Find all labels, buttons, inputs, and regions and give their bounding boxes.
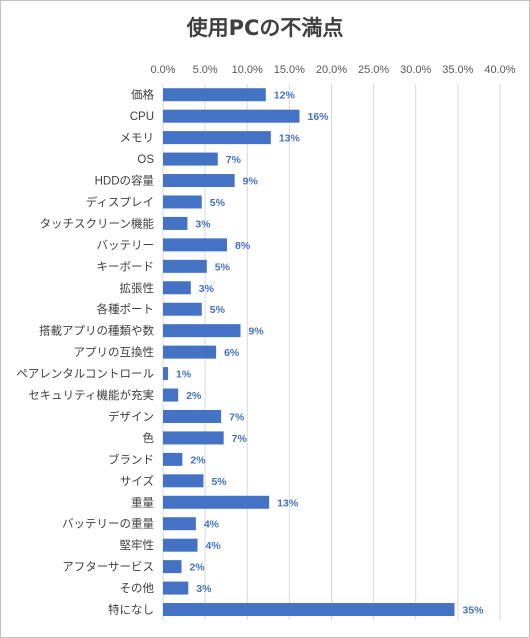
data-label: 3% bbox=[195, 218, 211, 230]
x-tick-label: 0.0% bbox=[150, 64, 175, 76]
category-label: 特になし bbox=[108, 603, 154, 617]
category-label: OS bbox=[137, 154, 154, 166]
bar bbox=[163, 302, 202, 316]
category-label: セキュリティ機能が充実 bbox=[28, 388, 154, 402]
data-label: 7% bbox=[226, 154, 242, 166]
bar bbox=[163, 109, 300, 123]
bar bbox=[163, 195, 202, 209]
data-label: 4% bbox=[204, 519, 220, 531]
bar bbox=[163, 238, 228, 252]
x-tick-label: 40.0% bbox=[484, 64, 515, 76]
x-tick-label: 10.0% bbox=[232, 64, 263, 76]
bar bbox=[163, 474, 204, 488]
bar bbox=[163, 174, 235, 188]
data-label: 5% bbox=[210, 304, 226, 316]
data-label: 2% bbox=[190, 562, 206, 574]
data-label: 35% bbox=[463, 605, 485, 617]
category-label: HDDの容量 bbox=[95, 174, 154, 188]
data-label: 6% bbox=[224, 347, 240, 359]
data-label: 8% bbox=[235, 240, 251, 252]
category-label: アプリの互換性 bbox=[74, 345, 155, 359]
bar bbox=[163, 538, 198, 552]
bar bbox=[163, 367, 169, 381]
bar bbox=[163, 281, 191, 295]
category-label: 重量 bbox=[131, 495, 154, 509]
category-label: ディスプレイ bbox=[86, 195, 154, 209]
data-label: 2% bbox=[190, 454, 206, 466]
data-label: 4% bbox=[206, 540, 222, 552]
bar bbox=[163, 495, 270, 509]
category-label: ブランド bbox=[108, 452, 154, 466]
data-label: 3% bbox=[199, 283, 215, 295]
category-label: 拡張性 bbox=[120, 281, 155, 295]
data-label: 9% bbox=[249, 326, 265, 338]
data-label: 12% bbox=[274, 90, 296, 102]
bar bbox=[163, 324, 241, 338]
bar bbox=[163, 131, 271, 145]
data-label: 7% bbox=[232, 433, 248, 445]
category-label: サイズ bbox=[120, 474, 154, 488]
category-label: 各種ポート bbox=[97, 302, 155, 316]
x-tick-label: 35.0% bbox=[442, 64, 473, 76]
bar bbox=[163, 88, 266, 102]
category-label: 搭載アプリの種類や数 bbox=[39, 324, 154, 338]
bar bbox=[163, 345, 217, 359]
bar bbox=[163, 603, 455, 617]
category-label: バッテリーの重量 bbox=[62, 517, 154, 531]
bar bbox=[163, 452, 183, 466]
category-label: CPU bbox=[130, 111, 154, 123]
category-label: 堅牢性 bbox=[120, 538, 155, 552]
category-label: タッチスクリーン機能 bbox=[40, 216, 155, 230]
bar bbox=[163, 581, 189, 595]
data-label: 7% bbox=[229, 411, 245, 423]
data-label: 5% bbox=[210, 197, 226, 209]
bar bbox=[163, 409, 222, 423]
data-label: 16% bbox=[307, 111, 329, 123]
category-label: アフターサービス bbox=[62, 561, 154, 574]
data-label: 2% bbox=[186, 390, 202, 402]
x-tick-label: 5.0% bbox=[193, 64, 218, 76]
category-label: 価格 bbox=[131, 88, 154, 102]
x-tick-label: 15.0% bbox=[274, 64, 305, 76]
x-tick-label: 30.0% bbox=[400, 64, 431, 76]
data-label: 9% bbox=[243, 176, 259, 188]
category-label: その他 bbox=[120, 582, 155, 595]
data-label: 5% bbox=[211, 476, 227, 488]
category-label: メモリ bbox=[120, 133, 155, 145]
category-label: ペアレンタルコントロール bbox=[16, 368, 154, 381]
bar bbox=[163, 517, 196, 531]
data-label: 5% bbox=[215, 261, 231, 273]
category-label: 色 bbox=[143, 431, 155, 445]
bar bbox=[163, 388, 179, 402]
category-label: デザイン bbox=[108, 409, 154, 423]
bar bbox=[163, 431, 224, 445]
category-label: キーボード bbox=[97, 260, 155, 273]
x-tick-label: 25.0% bbox=[358, 64, 389, 76]
category-label: バッテリー bbox=[97, 239, 155, 252]
bar bbox=[163, 560, 182, 574]
bar bbox=[163, 216, 188, 230]
data-label: 1% bbox=[176, 369, 192, 381]
data-label: 3% bbox=[196, 583, 212, 595]
data-label: 13% bbox=[277, 497, 299, 509]
chart-title: 使用PCの不満点 bbox=[186, 16, 344, 40]
x-tick-label: 20.0% bbox=[316, 64, 347, 76]
bar bbox=[163, 152, 218, 166]
data-label: 13% bbox=[279, 133, 301, 145]
bar bbox=[163, 259, 207, 273]
